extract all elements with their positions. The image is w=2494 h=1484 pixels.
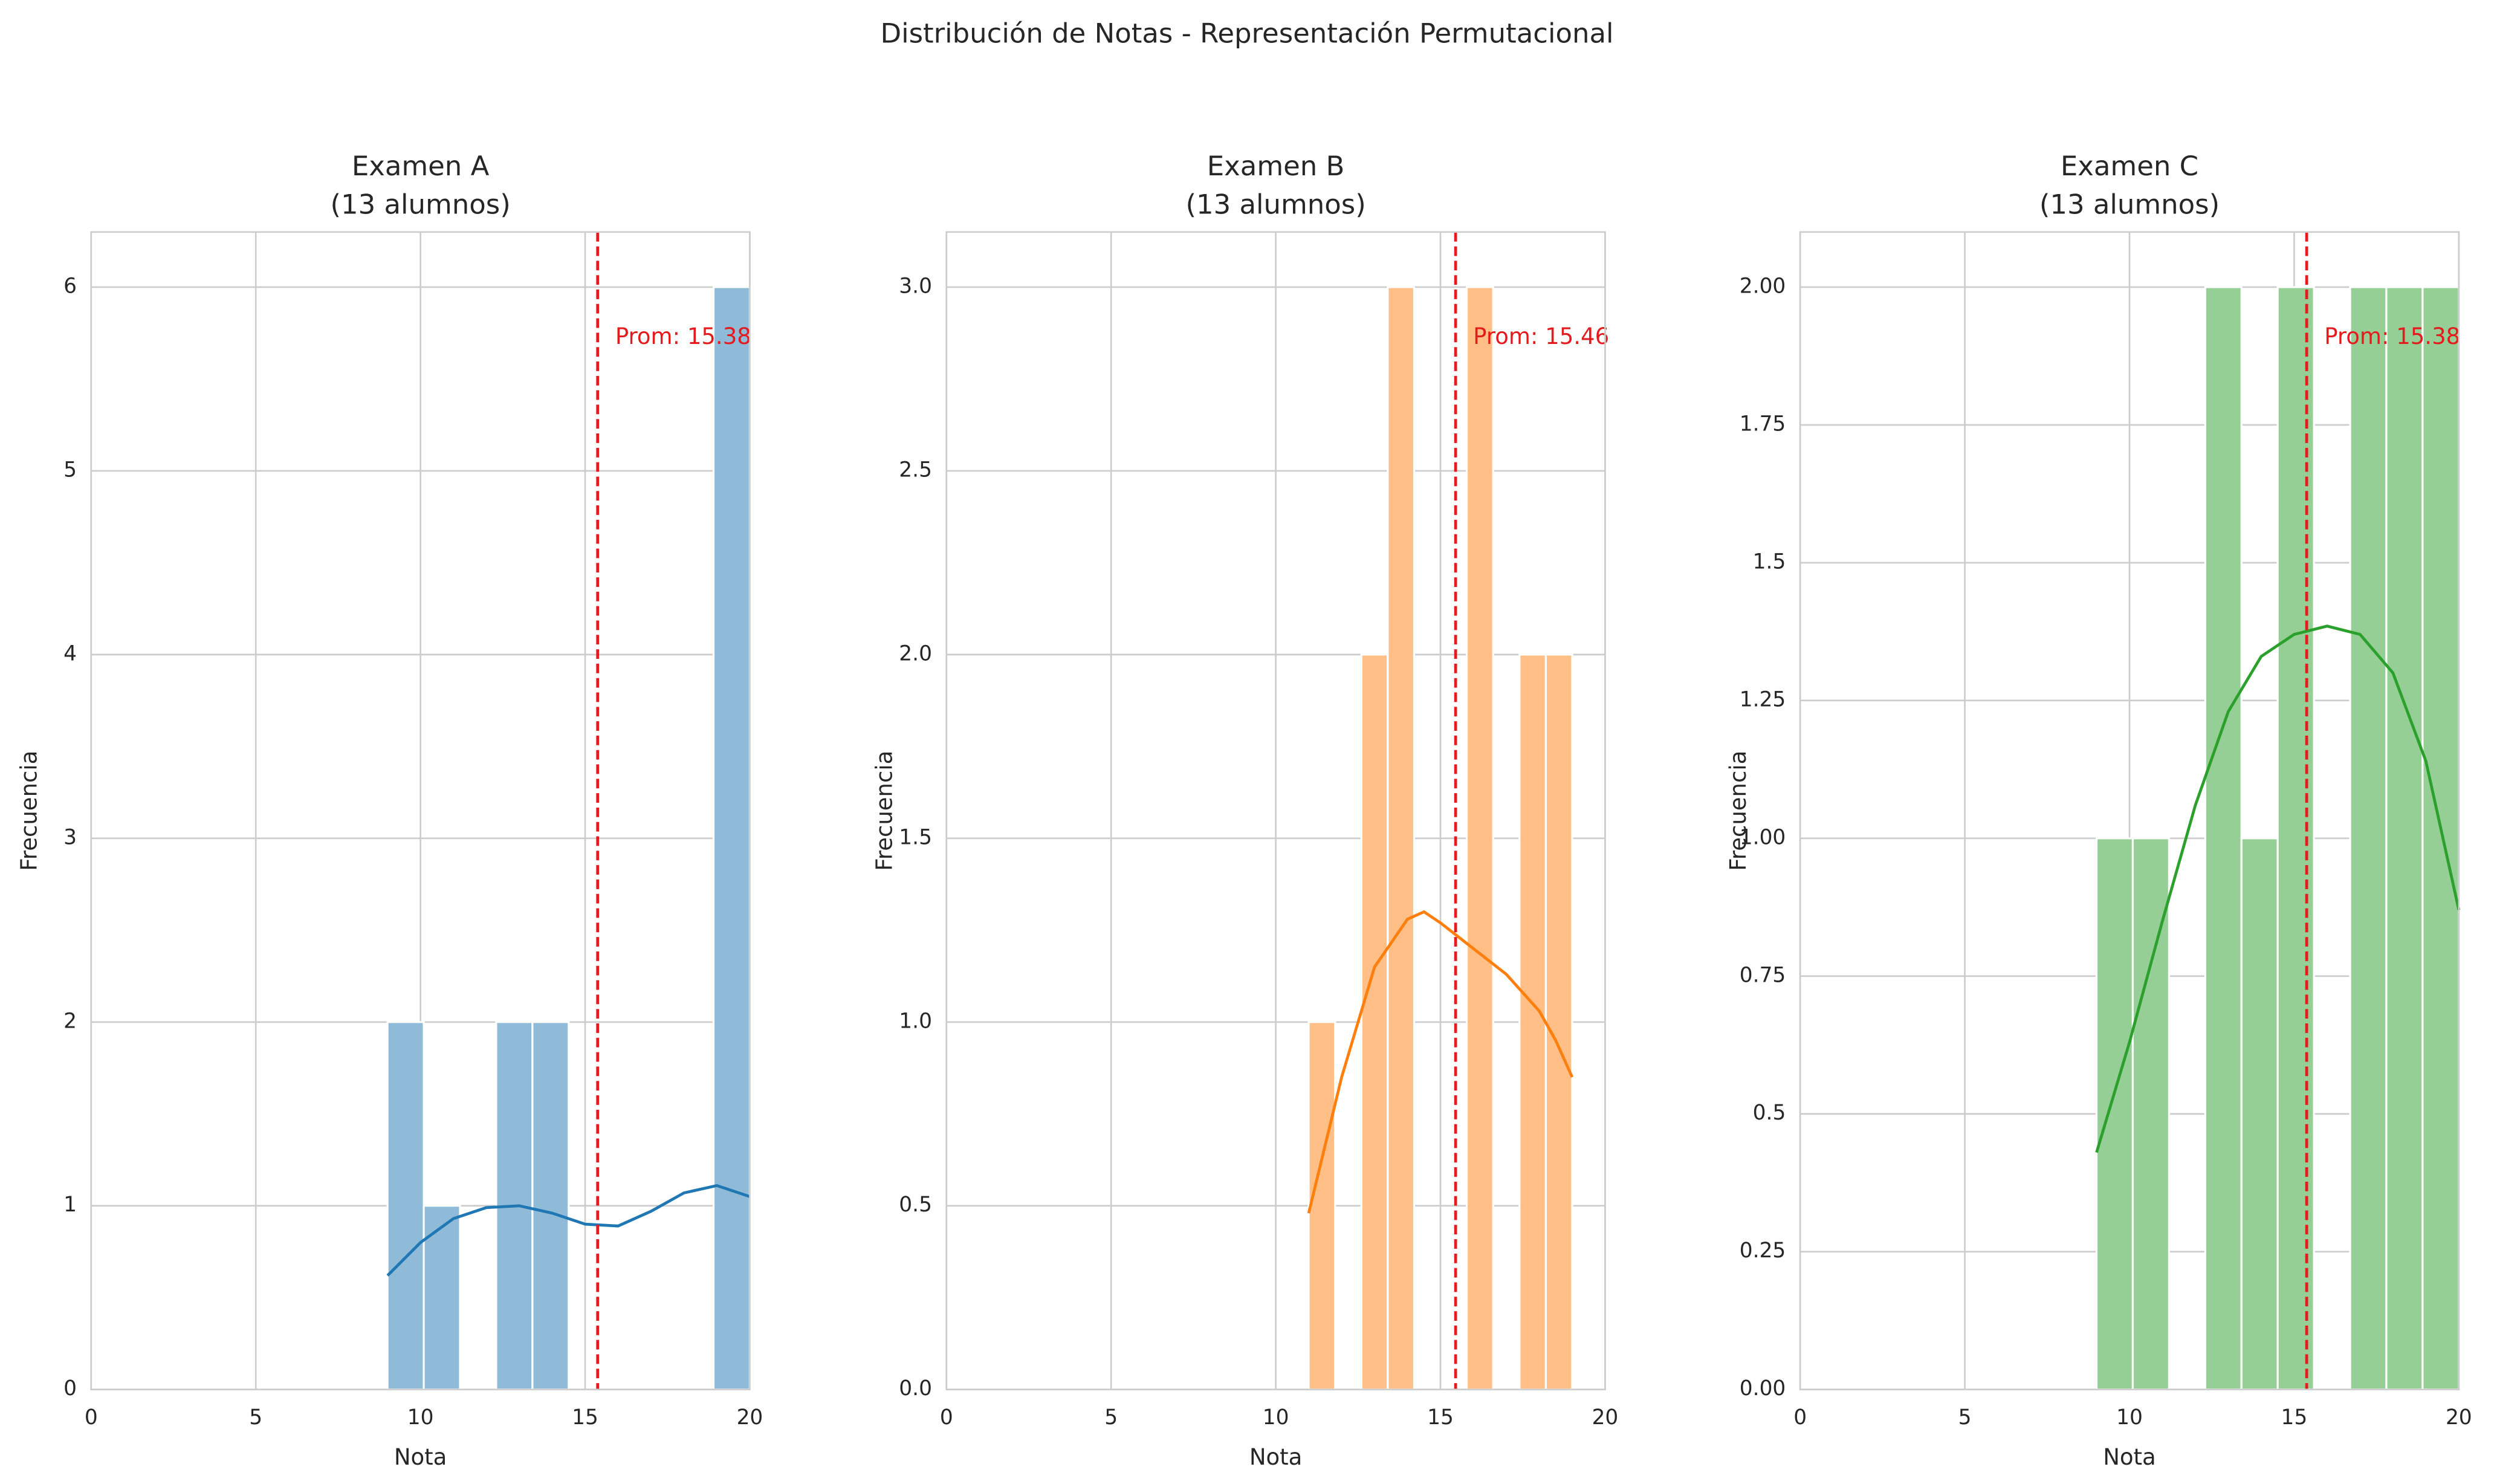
x-tick-label: 5 [249,1405,262,1430]
x-axis-label: Nota [394,1444,447,1470]
y-axis-label: Frecuencia [1725,751,1751,871]
kde-line [1307,910,1574,1214]
y-tick-label: 3.0 [899,274,932,298]
x-tick-label: 15 [572,1405,598,1430]
histogram-bar [2276,286,2315,1391]
x-tick-label: 10 [1263,1405,1289,1430]
y-tick-label: 0.75 [1740,963,1786,987]
histogram-bar [712,286,751,1391]
histogram-bar [1466,286,1494,1391]
y-tick-label: 1.5 [899,825,932,849]
histogram-bar [2349,286,2388,1391]
histogram-bar [423,1205,461,1391]
y-tick-label: 0.25 [1740,1239,1786,1263]
histogram-bar [2131,837,2170,1391]
histogram-bar [2240,837,2279,1391]
y-tick-label: 1.0 [899,1009,932,1033]
y-tick-label: 4 [63,641,77,666]
subplot-title-line: (13 alumnos) [2039,188,2220,220]
subplot-title: Examen B (13 alumnos) [1185,150,1365,220]
y-tick-label: 0.5 [1753,1101,1786,1125]
subplot-title-line: (13 alumnos) [1185,188,1365,220]
y-tick-label: 5 [63,458,77,482]
x-tick-label: 10 [2116,1405,2143,1430]
mean-label: Prom: 15.38 [615,323,751,349]
histogram-bar [386,1021,425,1391]
y-tick-label: 1.25 [1740,687,1786,711]
histogram-bar [2385,286,2424,1391]
y-tick-label: 1.00 [1740,825,1786,849]
mean-label: Prom: 15.38 [2324,323,2460,349]
x-tick-label: 0 [940,1405,953,1430]
x-tick-label: 10 [407,1405,434,1430]
histogram-bar [2204,286,2243,1391]
x-tick-label: 15 [2281,1405,2308,1430]
histogram-bar [1518,653,1547,1391]
y-tick-label: 2.5 [899,458,932,482]
subplot-title-line: Examen B [1207,150,1345,182]
kde-line [2095,624,2461,1153]
y-tick-label: 1 [63,1193,77,1217]
axes-frame [945,231,1606,1390]
y-tick-label: 1.75 [1740,412,1786,436]
subplot-title-line: (13 alumnos) [330,188,510,220]
x-tick-label: 20 [2446,1405,2472,1430]
axes-frame [1799,231,2460,1390]
subplot-title: Examen A (13 alumnos) [330,150,510,220]
figure-title: Distribución de Notas - Representación P… [881,17,1614,49]
histogram-bar [1360,653,1389,1391]
x-tick-label: 0 [85,1405,98,1430]
y-tick-label: 3 [63,825,77,849]
x-axis-label: Nota [2103,1444,2156,1470]
x-axis-label: Nota [1249,1444,1303,1470]
x-tick-label: 15 [1427,1405,1454,1430]
y-tick-label: 0 [63,1376,77,1401]
x-tick-label: 5 [1958,1405,1972,1430]
x-tick-label: 20 [737,1405,763,1430]
histogram-bar [1307,1021,1336,1391]
subplot-title: Examen C (13 alumnos) [2039,150,2220,220]
y-tick-label: 1.5 [1753,549,1786,574]
histogram-bar [1544,653,1573,1391]
y-tick-label: 0.00 [1740,1376,1786,1401]
y-tick-label: 6 [63,274,77,298]
y-tick-label: 2.00 [1740,274,1786,298]
y-tick-label: 0.5 [899,1193,932,1217]
mean-label: Prom: 15.46 [1473,323,1609,349]
x-tick-label: 20 [1592,1405,1619,1430]
y-tick-label: 0.0 [899,1376,932,1401]
y-axis-label: Frecuencia [872,751,898,871]
y-axis-label: Frecuencia [16,751,42,871]
histogram-bar [2095,837,2134,1391]
x-tick-label: 5 [1104,1405,1118,1430]
histogram-bar [1387,286,1416,1391]
histogram-bar [2421,286,2460,1391]
y-tick-label: 2.0 [899,641,932,666]
kde-line [386,1184,751,1277]
y-tick-label: 2 [63,1009,77,1033]
histogram-bar [531,1021,570,1391]
subplot-title-line: Examen A [352,150,490,182]
subplot-title-line: Examen C [2061,150,2198,182]
x-tick-label: 0 [1793,1405,1807,1430]
axes-frame [90,231,751,1390]
